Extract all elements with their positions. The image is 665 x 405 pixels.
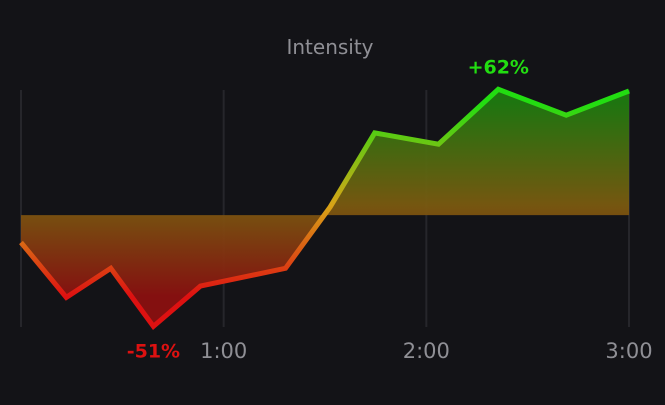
x-tick-label: 2:00 — [403, 339, 450, 363]
area-fill — [21, 89, 629, 327]
x-axis-ticks: 1:00 2:00 3:00 — [200, 339, 653, 363]
annotation-label: -51% — [127, 340, 180, 362]
x-tick-label: 3:00 — [605, 339, 652, 363]
x-tick-label: 1:00 — [200, 339, 247, 363]
series-line — [19, 86, 630, 331]
annotations: +62% -51% — [127, 56, 529, 362]
annotation-label: +62% — [468, 56, 529, 78]
chart-title: Intensity — [286, 35, 373, 59]
